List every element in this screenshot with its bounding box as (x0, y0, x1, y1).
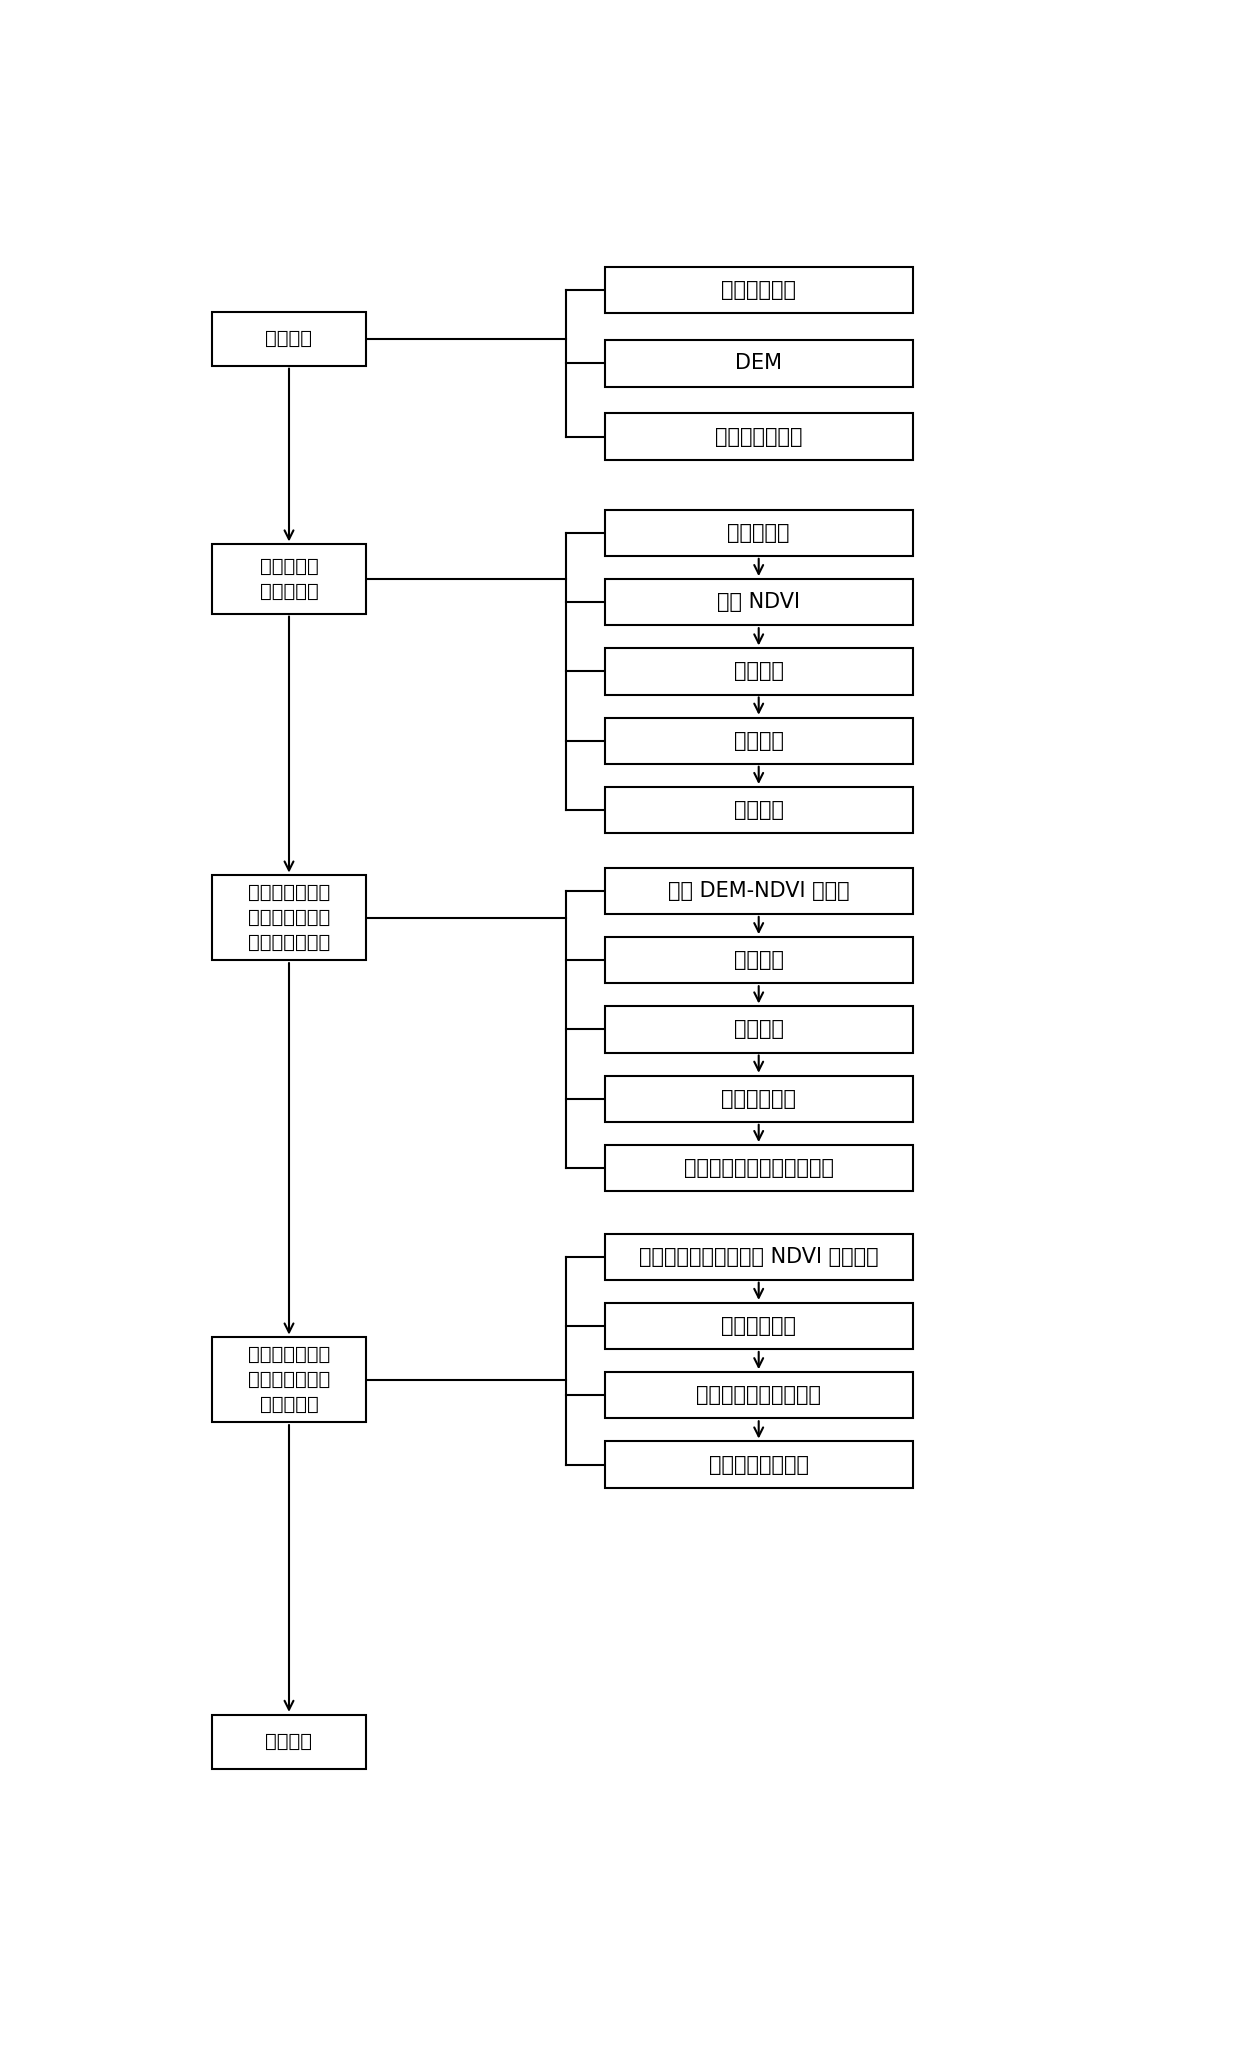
Bar (212, 876, 366, 961)
Bar (605, 868, 913, 913)
Text: 构建 DEM-NDVI 散点图: 构建 DEM-NDVI 散点图 (668, 880, 849, 901)
Bar (605, 341, 913, 386)
Text: 密度分割: 密度分割 (734, 950, 784, 971)
Text: 图像预处理: 图像预处理 (728, 523, 790, 543)
Bar (605, 1145, 913, 1192)
Text: 样本区散点图构
建及初始植被垂
直带分界值提取: 样本区散点图构 建及初始植被垂 直带分界值提取 (248, 884, 330, 952)
Bar (212, 1337, 366, 1421)
Bar (605, 1233, 913, 1279)
Bar (212, 312, 366, 366)
Text: 滑动平均: 滑动平均 (734, 1019, 784, 1039)
Bar (605, 1442, 913, 1488)
Text: 影像融合: 影像融合 (734, 661, 784, 682)
Bar (605, 413, 913, 459)
Bar (605, 510, 913, 556)
Bar (212, 543, 366, 614)
Text: 提取初始植被垂直带分界值: 提取初始植被垂直带分界值 (683, 1159, 833, 1178)
Text: 读取数据: 读取数据 (265, 328, 312, 349)
Text: 获取植被垂直带分界线 NDVI 最佳阈值: 获取植被垂直带分界线 NDVI 最佳阈值 (639, 1246, 878, 1266)
Bar (605, 1372, 913, 1419)
Text: 植被概率分布阈值分割: 植被概率分布阈值分割 (696, 1384, 821, 1405)
Bar (605, 1006, 913, 1052)
Text: 拟合曲线分析: 拟合曲线分析 (722, 1089, 796, 1109)
Bar (605, 267, 913, 314)
Text: 基于邻域统计分
析，提取植被垂
直带分界线: 基于邻域统计分 析，提取植被垂 直带分界线 (248, 1345, 330, 1415)
Text: 遥感影像数据: 遥感影像数据 (722, 281, 796, 300)
Text: 植被垂直带分界线: 植被垂直带分界线 (709, 1454, 808, 1475)
Bar (212, 1715, 366, 1768)
Bar (605, 1304, 913, 1349)
Bar (605, 717, 913, 764)
Text: DEM: DEM (735, 353, 782, 374)
Bar (605, 1076, 913, 1122)
Text: 提取 NDVI: 提取 NDVI (717, 593, 800, 612)
Bar (605, 649, 913, 694)
Text: 坡度、坡向数据: 坡度、坡向数据 (715, 426, 802, 446)
Text: 重分类与赋值: 重分类与赋值 (722, 1316, 796, 1337)
Text: 坡度筛选: 坡度筛选 (734, 731, 784, 750)
Text: 图像处理及
样本区筛选: 图像处理及 样本区筛选 (259, 558, 319, 601)
Bar (605, 787, 913, 833)
Text: 结果输出: 结果输出 (265, 1731, 312, 1752)
Bar (605, 938, 913, 983)
Text: 坡向筛选: 坡向筛选 (734, 800, 784, 820)
Bar (605, 578, 913, 626)
